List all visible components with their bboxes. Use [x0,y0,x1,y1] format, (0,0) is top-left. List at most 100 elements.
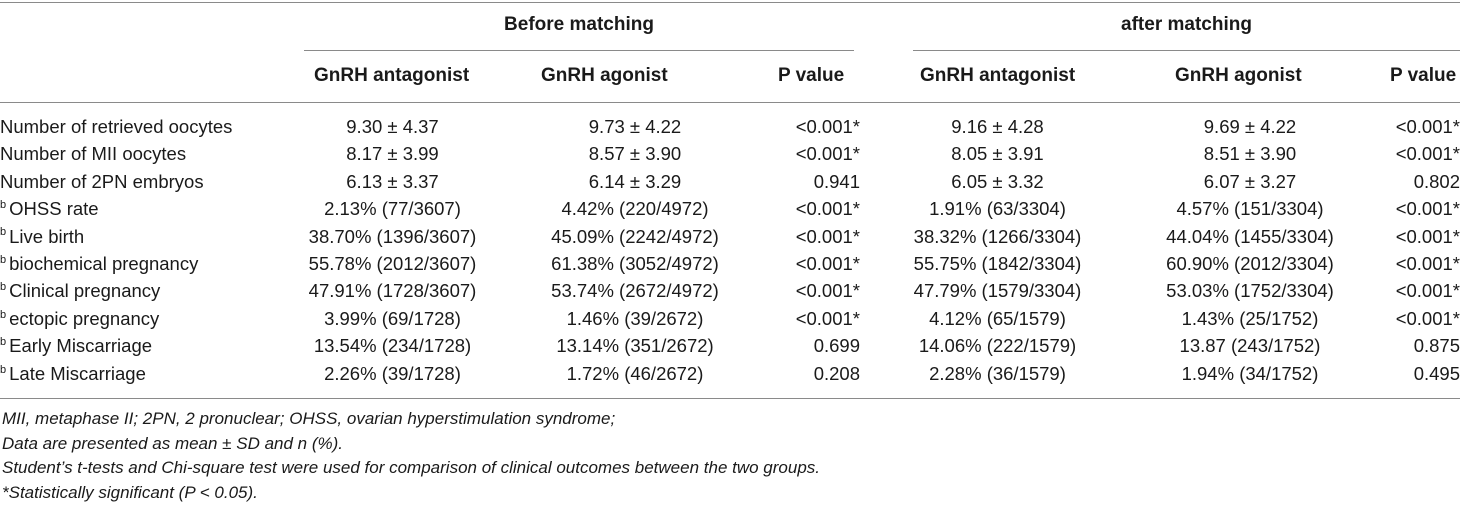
row-label: Number of retrieved oocytes [0,113,250,140]
row-label: b OHSS rate [0,195,250,222]
row-label-text: biochemical pregnancy [9,253,199,275]
cell-pvalue-after: <0.001* [1395,280,1460,302]
row-label: b biochemical pregnancy [0,250,250,277]
cell-pvalue-before: <0.001* [795,198,860,220]
row-label-text: Number of retrieved oocytes [0,116,233,137]
cell-antagonist-before: 9.30 ± 4.37 [346,116,439,137]
cell-agonist-before: 53.74% (2672/4972) [551,280,719,302]
cell-agonist-before: 61.38% (3052/4972) [551,253,719,275]
footnotes: MII, metaphase II; 2PN, 2 pronuclear; OH… [2,407,820,505]
cell-agonist-before: 13.14% (351/2672) [556,335,714,357]
cell-pvalue-before: <0.001* [795,143,860,165]
cell-antagonist-after: 47.79% (1579/3304) [913,280,1082,302]
cell-pvalue-after: 0.875 [1413,335,1460,357]
group-rule-before [304,50,854,51]
row-label-text: Live birth [9,225,85,247]
table-row: Number of MII oocytes 8.17 ± 3.99 8.57 ± 3… [0,140,1460,167]
cell-agonist-before: 1.46% (39/2672) [566,307,704,329]
cell-agonist-before: 4.42% (220/4972) [561,198,709,220]
cell-antagonist-after: 2.28% (36/1579) [929,362,1066,384]
cell-agonist-after: 1.43% (25/1752) [1181,307,1319,329]
cell-agonist-after: 1.94% (34/1752) [1181,362,1319,384]
cell-pvalue-after: 0.802 [1413,170,1460,192]
cell-antagonist-after: 55.75% (1842/3304) [913,253,1082,275]
row-label: b ectopic pregnancy [0,305,250,332]
row-label: b Live birth [0,223,250,250]
cell-antagonist-before: 8.17 ± 3.99 [346,143,439,165]
col-header-agonist-before: GnRH agonist [541,65,668,86]
cell-antagonist-before: 2.26% (39/1728) [324,362,461,384]
cell-antagonist-before: 3.99% (69/1728) [324,307,461,329]
col-header-antagonist-before: GnRH antagonist [314,65,470,86]
row-label: Number of MII oocytes [0,140,250,167]
row-label-text: Clinical pregnancy [9,280,161,302]
row-superscript: b [0,253,7,266]
col-header-pvalue-before: P value [778,65,845,86]
cell-antagonist-before: 55.78% (2012/3607) [308,253,477,275]
cell-agonist-before: 9.73 ± 4.22 [588,116,682,137]
col-header-antagonist-after: GnRH antagonist [920,65,1076,86]
cell-agonist-before: 45.09% (2242/4972) [551,225,719,247]
top-rule [0,2,1460,3]
group-rule-after [913,50,1460,51]
cell-agonist-before: 6.14 ± 3.29 [588,170,682,192]
cell-antagonist-after: 14.06% (222/1579) [918,335,1077,357]
cell-antagonist-after: 9.16 ± 4.28 [951,116,1044,137]
row-label: b Late Miscarriage [0,360,250,387]
outcomes-table: Number of retrieved oocytes 9.30 ± 4.37 9.… [0,113,1460,387]
table-row: Number of 2PN embryos 6.13 ± 3.37 6.14 ± 3… [0,168,1460,195]
footnote-statistical-tests: Student’s t-tests and Chi-square test we… [2,458,821,478]
cell-agonist-before: 8.57 ± 3.90 [588,143,682,165]
cell-pvalue-after: <0.001* [1395,307,1460,329]
cell-pvalue-before: <0.001* [795,225,860,247]
cell-pvalue-before: <0.001* [795,280,860,302]
table-row: b Early Miscarriage 13.54% (234/1728) 13.14… [0,332,1460,359]
cell-antagonist-after: 8.05 ± 3.91 [951,143,1044,165]
col-header-agonist-after: GnRH agonist [1175,65,1302,86]
row-label: b Early Miscarriage [0,332,250,359]
row-label-text: Number of MII oocytes [0,143,187,165]
cell-pvalue-after: <0.001* [1395,225,1460,247]
table-row: b OHSS rate 2.13% (77/3607) 4.42% (220/4972… [0,195,1460,222]
footnote-abbreviations: MII, metaphase II; 2PN, 2 pronuclear; OH… [2,409,616,428]
row-superscript: b [0,363,7,376]
cell-antagonist-before: 47.91% (1728/3607) [308,280,477,302]
row-superscript: b [0,308,7,321]
cell-agonist-after: 8.51 ± 3.90 [1203,143,1297,165]
bottom-rule [0,398,1460,399]
cell-pvalue-before: 0.699 [813,335,860,357]
cell-agonist-before: 1.72% (46/2672) [566,362,704,384]
row-label: Number of 2PN embryos [0,168,250,195]
cell-pvalue-after: <0.001* [1395,143,1460,165]
footnote-data-format: Data are presented as mean ± SD and n (%… [2,433,344,453]
cell-antagonist-before: 13.54% (234/1728) [313,335,472,357]
cell-agonist-after: 53.03% (1752/3304) [1166,280,1334,302]
header-rule [0,102,1460,103]
cell-antagonist-before: 38.70% (1396/3607) [308,225,477,247]
row-label-text: Early Miscarriage [9,335,153,357]
cell-pvalue-after: <0.001* [1395,253,1460,275]
row-label-text: OHSS rate [9,198,99,220]
footnote-significance: *Statistically significant (P < 0.05). [2,482,258,502]
cell-agonist-after: 6.07 ± 3.27 [1203,170,1297,192]
row-superscript: b [0,336,7,349]
cell-pvalue-before: <0.001* [795,253,860,275]
cell-pvalue-after: 0.495 [1413,362,1460,384]
table-row: b Clinical pregnancy 47.91% (1728/3607) 53.… [0,277,1460,304]
row-label: b Clinical pregnancy [0,277,250,304]
cell-pvalue-after: <0.001* [1395,116,1460,137]
cell-antagonist-after: 6.05 ± 3.32 [951,170,1044,192]
cell-pvalue-before: 0.208 [813,362,860,384]
table-row: b Late Miscarriage 2.26% (39/1728) 1.72% (4… [0,360,1460,387]
cell-antagonist-before: 2.13% (77/3607) [324,198,461,220]
cell-agonist-after: 13.87 (243/1752) [1179,335,1321,357]
table-row: b Live birth 38.70% (1396/3607) 45.09% (224… [0,223,1460,250]
cell-agonist-after: 4.57% (151/3304) [1176,198,1324,220]
cell-pvalue-before: 0.941 [813,170,860,192]
cell-agonist-after: 60.90% (2012/3304) [1166,253,1334,275]
col-header-pvalue-after: P value [1390,65,1457,86]
cell-pvalue-after: <0.001* [1395,198,1460,220]
cell-antagonist-after: 38.32% (1266/3304) [913,225,1082,247]
row-label-text: ectopic pregnancy [9,307,160,329]
cell-agonist-after: 44.04% (1455/3304) [1166,225,1334,247]
